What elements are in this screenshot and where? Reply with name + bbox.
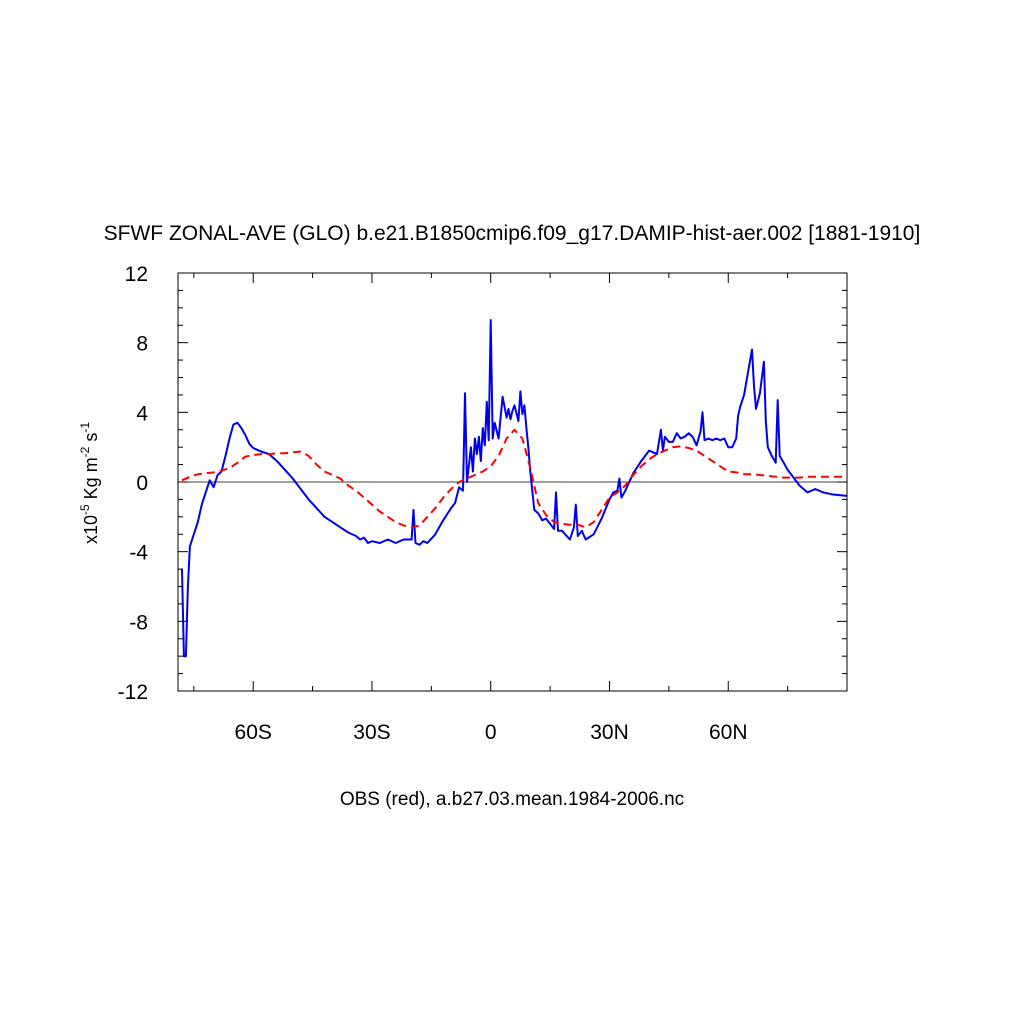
y-axis-label: x10-5 Kg m-2 s-1 bbox=[78, 422, 101, 544]
x-tick-label: 30S bbox=[353, 721, 390, 744]
y-label-prefix: x10 bbox=[81, 515, 101, 544]
y-tick-label: 4 bbox=[136, 402, 148, 425]
y-label-exponent-3: -1 bbox=[78, 422, 92, 433]
x-tick-label: 30N bbox=[590, 721, 629, 744]
chart-title: SFWF ZONAL-AVE (GLO) b.e21.B1850cmip6.f0… bbox=[104, 222, 921, 245]
series-line-2 bbox=[181, 428, 847, 529]
plot-area: 60S 30S 0 30N 60N 12 8 4 0 -4 -8 -12 bbox=[118, 263, 848, 744]
y-tick-label: -12 bbox=[118, 681, 148, 704]
x-tick-label: 60S bbox=[235, 721, 272, 744]
x-tick-label: 0 bbox=[485, 721, 497, 744]
y-tick-label: 12 bbox=[125, 263, 148, 286]
y-tick-label: 8 bbox=[136, 333, 148, 356]
y-tick-label: -4 bbox=[129, 542, 148, 565]
y-label-exponent-2: -2 bbox=[78, 446, 92, 457]
x-tick-label: 60N bbox=[709, 721, 748, 744]
y-tick-label: -8 bbox=[129, 611, 148, 634]
x-axis-caption: OBS (red), a.b27.03.mean.1984-2006.nc bbox=[340, 789, 684, 810]
series-line-1 bbox=[181, 319, 847, 658]
y-label-exponent-1: -5 bbox=[78, 504, 92, 515]
y-label-mid: Kg m bbox=[81, 457, 101, 504]
y-tick-label: 0 bbox=[136, 472, 148, 495]
y-label-unit: s bbox=[81, 433, 101, 447]
